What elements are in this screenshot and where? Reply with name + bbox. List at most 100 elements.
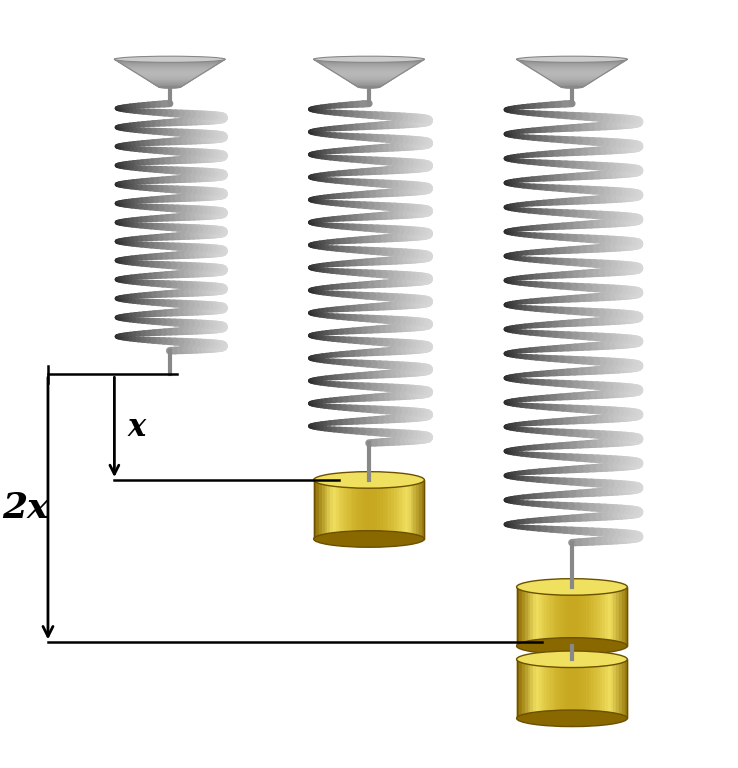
Ellipse shape	[159, 86, 180, 88]
Polygon shape	[624, 587, 627, 646]
Polygon shape	[353, 480, 355, 539]
Polygon shape	[520, 61, 624, 62]
Polygon shape	[336, 480, 339, 539]
Polygon shape	[394, 480, 397, 539]
Polygon shape	[550, 80, 594, 81]
Ellipse shape	[517, 710, 627, 727]
Polygon shape	[523, 587, 525, 646]
Polygon shape	[531, 587, 533, 646]
Polygon shape	[377, 480, 380, 539]
Polygon shape	[550, 587, 553, 646]
Polygon shape	[591, 659, 594, 718]
Polygon shape	[547, 659, 550, 718]
Polygon shape	[554, 83, 590, 84]
Polygon shape	[339, 480, 341, 539]
Polygon shape	[608, 659, 611, 718]
Polygon shape	[314, 59, 424, 60]
Polygon shape	[333, 480, 336, 539]
Polygon shape	[547, 587, 550, 646]
Polygon shape	[354, 84, 384, 85]
Polygon shape	[129, 68, 210, 70]
Polygon shape	[410, 480, 413, 539]
Polygon shape	[621, 659, 624, 718]
Polygon shape	[583, 659, 586, 718]
Polygon shape	[564, 659, 567, 718]
Polygon shape	[553, 587, 556, 646]
Polygon shape	[317, 480, 319, 539]
Polygon shape	[613, 659, 616, 718]
Polygon shape	[533, 70, 611, 71]
Polygon shape	[126, 67, 213, 68]
Polygon shape	[517, 587, 520, 646]
Polygon shape	[140, 75, 199, 76]
Polygon shape	[575, 659, 577, 718]
Polygon shape	[357, 86, 381, 88]
Polygon shape	[341, 76, 397, 77]
Polygon shape	[520, 659, 523, 718]
Polygon shape	[599, 587, 602, 646]
Polygon shape	[556, 587, 558, 646]
Polygon shape	[120, 63, 219, 64]
Polygon shape	[557, 84, 587, 85]
Polygon shape	[611, 587, 613, 646]
Polygon shape	[580, 587, 583, 646]
Polygon shape	[586, 659, 589, 718]
Polygon shape	[624, 659, 627, 718]
Polygon shape	[380, 480, 383, 539]
Polygon shape	[328, 480, 331, 539]
Polygon shape	[323, 65, 415, 66]
Polygon shape	[520, 587, 523, 646]
Polygon shape	[583, 587, 586, 646]
Polygon shape	[523, 63, 621, 64]
Ellipse shape	[314, 531, 424, 548]
Polygon shape	[542, 75, 601, 76]
Polygon shape	[122, 64, 218, 65]
Polygon shape	[539, 73, 605, 74]
Polygon shape	[586, 587, 589, 646]
Polygon shape	[117, 61, 222, 62]
Polygon shape	[145, 78, 195, 79]
Polygon shape	[531, 659, 533, 718]
Polygon shape	[591, 587, 594, 646]
Polygon shape	[355, 480, 358, 539]
Polygon shape	[558, 659, 561, 718]
Polygon shape	[608, 587, 611, 646]
Polygon shape	[156, 85, 183, 86]
Polygon shape	[333, 71, 405, 72]
Polygon shape	[575, 587, 577, 646]
Polygon shape	[344, 78, 394, 79]
Polygon shape	[533, 587, 536, 646]
Polygon shape	[547, 78, 597, 79]
Text: 2x: 2x	[2, 492, 49, 525]
Polygon shape	[536, 587, 539, 646]
Polygon shape	[344, 480, 347, 539]
Polygon shape	[544, 659, 547, 718]
Polygon shape	[536, 659, 539, 718]
Polygon shape	[524, 64, 620, 65]
Polygon shape	[577, 587, 580, 646]
Polygon shape	[553, 81, 591, 83]
Polygon shape	[561, 659, 564, 718]
Polygon shape	[325, 480, 328, 539]
Text: x: x	[128, 412, 146, 442]
Polygon shape	[137, 73, 202, 74]
Polygon shape	[334, 72, 404, 73]
Polygon shape	[539, 659, 542, 718]
Polygon shape	[345, 79, 393, 80]
Polygon shape	[539, 587, 542, 646]
Polygon shape	[351, 83, 387, 84]
Polygon shape	[151, 81, 189, 83]
Polygon shape	[605, 587, 608, 646]
Polygon shape	[416, 480, 419, 539]
Polygon shape	[116, 60, 224, 61]
Polygon shape	[385, 480, 388, 539]
Polygon shape	[616, 659, 619, 718]
Polygon shape	[541, 74, 603, 75]
Polygon shape	[405, 480, 407, 539]
Ellipse shape	[562, 86, 582, 88]
Polygon shape	[402, 480, 405, 539]
Polygon shape	[545, 77, 599, 78]
Polygon shape	[518, 60, 626, 61]
Polygon shape	[325, 67, 413, 68]
Polygon shape	[558, 587, 561, 646]
